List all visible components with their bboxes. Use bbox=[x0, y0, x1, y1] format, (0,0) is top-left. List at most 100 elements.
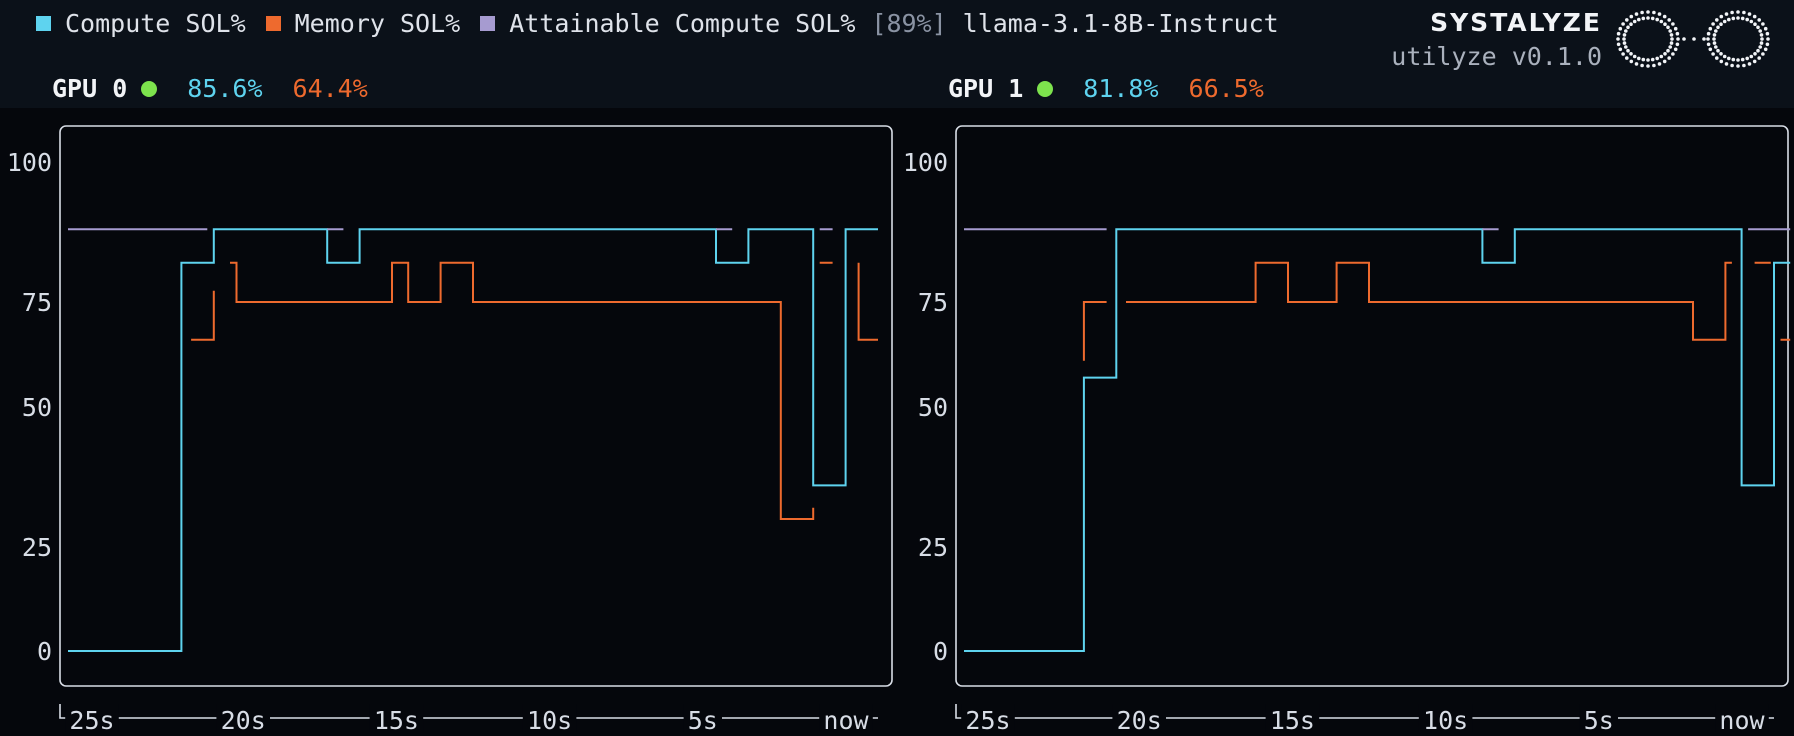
logo-dot bbox=[1640, 10, 1644, 15]
logo-dot bbox=[1740, 16, 1745, 21]
logo-dot bbox=[1646, 58, 1650, 62]
logo-dot bbox=[1757, 18, 1761, 22]
logo-dot bbox=[1736, 64, 1740, 68]
logo-dot bbox=[1712, 33, 1717, 37]
logo-dot bbox=[1650, 16, 1655, 21]
logo-dot bbox=[1716, 25, 1720, 30]
x-tick-bg bbox=[819, 704, 873, 732]
logo-dot bbox=[1736, 58, 1740, 62]
logo-dot bbox=[1727, 17, 1731, 22]
logo-dot bbox=[1673, 47, 1678, 52]
logo-dot bbox=[1629, 52, 1633, 56]
gpu-0-memory-value: 64.4% bbox=[292, 74, 368, 103]
y-tick-label: 75 bbox=[918, 288, 948, 317]
logo-dot bbox=[1742, 10, 1746, 15]
logo-dot bbox=[1621, 22, 1625, 26]
model-name: llama-3.1-8B-Instruct bbox=[962, 8, 1279, 38]
logo-dot bbox=[1616, 42, 1621, 47]
y-tick-label: 75 bbox=[22, 288, 52, 317]
logo-dot bbox=[1622, 37, 1626, 41]
logo-dot bbox=[1641, 16, 1646, 21]
logo-dot bbox=[1747, 62, 1752, 66]
logo-dot bbox=[1682, 37, 1686, 41]
logo-dot bbox=[1663, 52, 1667, 56]
logo-dot bbox=[1753, 22, 1757, 27]
logo-dot bbox=[1662, 59, 1667, 64]
series-line-memory-sol- bbox=[1082, 261, 1791, 361]
x-tick-label: 20s bbox=[221, 706, 266, 735]
x-tick-bg bbox=[216, 704, 270, 732]
x-tick-label: 10s bbox=[1423, 706, 1468, 735]
legend-attainable-value: [89%] bbox=[871, 8, 947, 38]
logo-dot bbox=[1745, 56, 1749, 61]
logo-dot bbox=[1752, 14, 1757, 19]
logo-dot bbox=[1715, 56, 1719, 60]
logo-dot bbox=[1669, 41, 1674, 45]
logo-dot bbox=[1714, 45, 1718, 49]
series-line-compute-sol- bbox=[68, 228, 878, 652]
logo-dot bbox=[1657, 62, 1662, 66]
logo-dot bbox=[1724, 62, 1729, 66]
logo-dot bbox=[1760, 37, 1764, 41]
logo-dot bbox=[1712, 37, 1716, 41]
logo-dot bbox=[1618, 47, 1623, 52]
logo-dot bbox=[1742, 63, 1746, 68]
logo-dot bbox=[1641, 57, 1646, 62]
logo-dot bbox=[1724, 12, 1729, 16]
logo-dot bbox=[1749, 19, 1754, 24]
logo-dot bbox=[1766, 37, 1770, 41]
logo-dot bbox=[1759, 33, 1764, 37]
logo-dot bbox=[1756, 25, 1760, 30]
logo-dot bbox=[1711, 22, 1715, 26]
logo-dot bbox=[1763, 47, 1768, 52]
logo-dot bbox=[1669, 33, 1674, 37]
logo-dot bbox=[1652, 10, 1656, 15]
logo-dot bbox=[1763, 26, 1768, 31]
legend-attainable-label: Attainable Compute SOL% bbox=[509, 8, 856, 38]
y-tick-label: 0 bbox=[933, 637, 948, 666]
logo-dot bbox=[1667, 56, 1671, 60]
logo-dot bbox=[1731, 16, 1736, 21]
legend-memory-label: Memory SOL% bbox=[294, 8, 461, 38]
y-tick-label: 50 bbox=[918, 393, 948, 422]
logo-dot bbox=[1765, 31, 1770, 36]
logo-dot bbox=[1637, 56, 1641, 61]
logo-dot bbox=[1749, 54, 1754, 59]
x-tick-label: 25s bbox=[965, 706, 1010, 735]
legend-compute-label: Compute SOL% bbox=[65, 8, 246, 38]
logo-dot bbox=[1740, 57, 1745, 62]
series-line-memory-sol- bbox=[191, 261, 878, 520]
logo-dot bbox=[1706, 31, 1711, 36]
logo-dot bbox=[1712, 41, 1717, 45]
logo-dot bbox=[1668, 45, 1672, 49]
gpu-0-status: GPU 0 85.6% 64.4% bbox=[52, 74, 368, 103]
logo-dot bbox=[1626, 48, 1630, 53]
chart-gpu-1: 100 75 50 25 0 25s 20s 15s 10s 5s now bbox=[903, 125, 1791, 735]
y-tick-label: 25 bbox=[918, 533, 948, 562]
gpu-1-compute-value: 81.8% bbox=[1083, 74, 1159, 103]
x-tick-bg bbox=[1418, 704, 1473, 732]
chart-frame bbox=[59, 125, 893, 687]
x-tick-bg bbox=[369, 704, 424, 732]
logo-dot bbox=[1618, 26, 1623, 31]
logo-dot bbox=[1765, 42, 1770, 47]
logo-dot bbox=[1730, 63, 1734, 68]
logo-dot bbox=[1675, 42, 1680, 47]
x-tick-label: 5s bbox=[688, 706, 718, 735]
logo-dot bbox=[1671, 52, 1675, 56]
x-axis-line bbox=[955, 704, 1774, 719]
logo-dot bbox=[1646, 10, 1650, 14]
logo-dot bbox=[1719, 14, 1724, 19]
x-tick-bg bbox=[1265, 704, 1320, 732]
logo-dot bbox=[1625, 18, 1629, 22]
logo-dot bbox=[1711, 52, 1715, 56]
logo-dot bbox=[1621, 52, 1625, 56]
logo-dot bbox=[1622, 41, 1627, 45]
logo-dot bbox=[1675, 31, 1680, 36]
app-version: utilyze v0.1.0 bbox=[1391, 42, 1602, 71]
logo-dot bbox=[1761, 22, 1765, 26]
chart-gpu-0: 100 75 50 25 0 25s 20s 15s 10s 5s now bbox=[7, 125, 893, 735]
logo-dot bbox=[1706, 42, 1711, 47]
logo-dot bbox=[1759, 41, 1764, 45]
